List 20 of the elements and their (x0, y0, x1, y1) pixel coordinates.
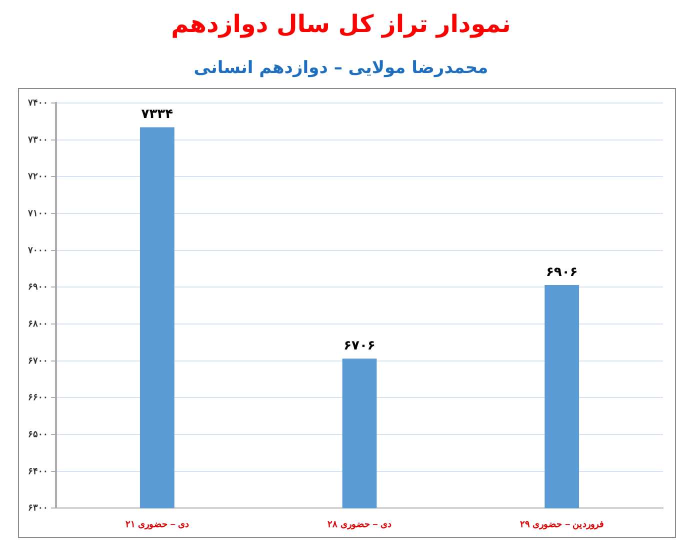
y-tick-label: ۶۴۰۰ (28, 466, 48, 476)
y-tick-label: ۶۸۰۰ (28, 318, 48, 329)
y-tick-label: ۷۲۰۰ (27, 171, 48, 182)
data-label: ۷۳۳۴ (141, 107, 174, 122)
chart-subtitle: محمدرضا مولایی – دوازدهم انسانی (192, 58, 490, 78)
x-tick-label: ۲۱ دی – حضوری (125, 519, 189, 530)
y-tick-label: ۶۷۰۰ (28, 355, 48, 366)
y-tick-label: ۶۵۰۰ (28, 429, 48, 440)
y-tick-label: ۷۳۰۰ (27, 134, 48, 144)
y-tick-label: ۶۳۰۰ (28, 502, 48, 513)
data-label: ۶۷۰۶ (344, 338, 376, 354)
y-tick-label: ۶۹۰۰ (28, 282, 48, 292)
data-label: ۶۹۰۶ (546, 264, 578, 280)
y-tick-label: ۶۶۰۰ (28, 392, 48, 402)
y-tick-label: ۷۱۰۰ (27, 208, 48, 218)
y-tick-label: ۷۴۰۰ (27, 97, 48, 108)
y-tick-label: ۷۰۰۰ (27, 244, 48, 255)
chart-title: نمودار تراز کل سال دوازدهم (170, 10, 512, 38)
x-tick-label: ۲۸ دی – حضوری (328, 519, 392, 530)
x-tick-label: ۲۹ فروردین – حضوری (520, 519, 604, 530)
